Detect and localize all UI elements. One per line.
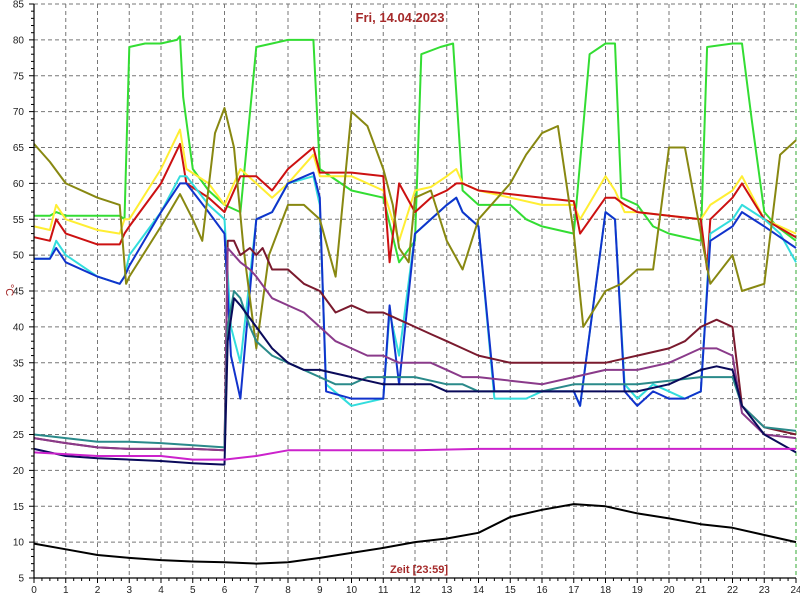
- series-line-10: [33, 297, 797, 466]
- x-tick-label: 15: [505, 585, 517, 596]
- x-tick-label: 3: [126, 585, 132, 596]
- series-line-6: [33, 107, 797, 350]
- series-line-11: [33, 447, 796, 461]
- x-tick-label: 12: [409, 585, 421, 596]
- x-tick-label: 6: [222, 585, 228, 596]
- y-tick-label: 60: [13, 179, 25, 190]
- y-tick-label: 45: [13, 287, 25, 298]
- y-tick-label: 30: [13, 394, 25, 405]
- x-tick-label: 11: [378, 585, 389, 596]
- y-tick-label: 25: [13, 430, 25, 441]
- y-tick-label: 80: [13, 35, 25, 46]
- series-line-8: [33, 247, 797, 452]
- y-tick-label: 70: [13, 107, 25, 118]
- y-tick-label: 85: [13, 0, 25, 11]
- x-tick-label: 19: [632, 585, 644, 596]
- y-tick-label: 65: [13, 143, 25, 154]
- x-tick-label: 18: [600, 585, 612, 596]
- x-tick-label: 8: [285, 585, 291, 596]
- x-tick-label: 16: [536, 585, 548, 596]
- x-tick-label: 2: [95, 585, 101, 596]
- grid-layer: [34, 3, 797, 578]
- y-tick-label: 75: [13, 71, 25, 82]
- x-tick-label: 23: [759, 585, 771, 596]
- x-tick-label: 14: [473, 585, 485, 596]
- x-tick-label: 0: [31, 585, 37, 596]
- y-axis-label: °C: [3, 284, 15, 296]
- x-tick-label: 17: [568, 585, 580, 596]
- y-tick-label: 15: [13, 502, 25, 513]
- x-tick-label: 7: [253, 585, 259, 596]
- y-tick-label: 55: [13, 215, 25, 226]
- y-tick-label: 35: [13, 358, 25, 369]
- series-line-3: [33, 142, 797, 271]
- chart-title: Fri, 14.04.2023: [356, 10, 445, 25]
- x-tick-label: 9: [317, 585, 323, 596]
- series-line-5: [34, 171, 797, 407]
- y-tick-label: 20: [13, 466, 25, 477]
- x-tick-label: 22: [727, 585, 739, 596]
- axis-layer: 0 1 2 3 4 5 6 7 8 9 10 11 12 13 14 15 16 17 18 19 20 21 22 23 24…: [13, 0, 800, 596]
- y-tick-label: 5: [18, 574, 24, 585]
- y-tick-label: 10: [13, 538, 25, 549]
- x-tick-label: 5: [190, 585, 196, 596]
- x-tick-label: 24: [790, 585, 800, 596]
- y-tick-label: 50: [13, 251, 25, 262]
- y-tick-label: 40: [13, 322, 25, 333]
- x-tick-label: 20: [663, 585, 675, 596]
- x-axis-label: Zeit [23:59]: [390, 564, 448, 576]
- x-tick-label: 21: [695, 585, 707, 596]
- x-tick-label: 10: [346, 585, 358, 596]
- series-layer: [33, 35, 797, 565]
- x-tick-label: 13: [441, 585, 453, 596]
- series-line-1: [34, 35, 797, 264]
- series-line-12: [33, 503, 797, 565]
- x-tick-label: 1: [63, 585, 69, 596]
- x-tick-label: 4: [158, 585, 164, 596]
